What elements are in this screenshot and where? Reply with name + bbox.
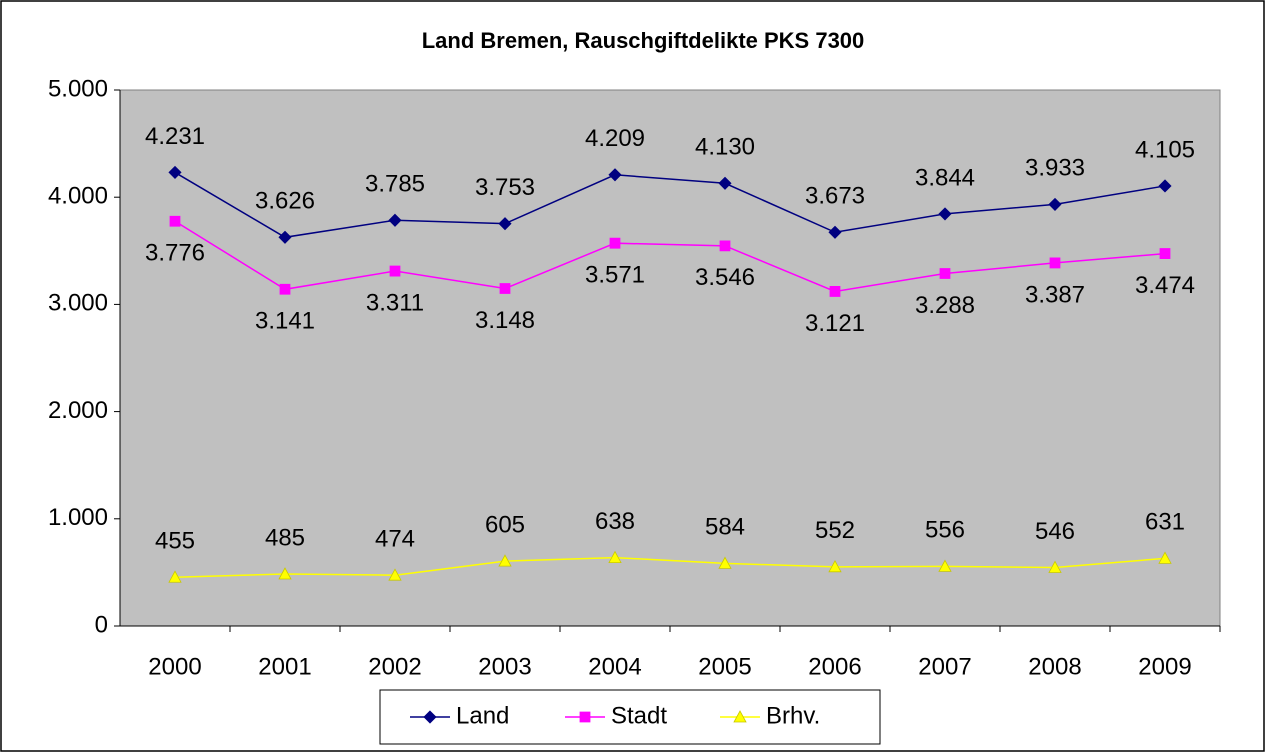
- marker: [1048, 197, 1062, 211]
- data-label: 3.148: [475, 307, 535, 334]
- data-label: 4.105: [1135, 136, 1195, 163]
- marker: [1048, 560, 1062, 573]
- legend: [379, 689, 881, 745]
- y-tick-label: 3.000: [48, 290, 108, 317]
- data-label: 3.753: [475, 174, 535, 201]
- data-label: 638: [595, 508, 635, 535]
- data-label: 3.121: [805, 310, 865, 337]
- marker: [718, 176, 732, 190]
- data-label: 3.844: [915, 164, 975, 191]
- marker: [829, 286, 841, 297]
- data-label: 4.231: [145, 123, 205, 150]
- series-line: [174, 220, 1166, 293]
- x-tick-label: 2009: [1138, 653, 1191, 680]
- legend-label: Stadt: [611, 702, 667, 729]
- chart-title: Land Bremen, Rauschgiftdelikte PKS 7300: [422, 28, 865, 53]
- series-line: [174, 171, 1166, 239]
- marker: [828, 559, 842, 573]
- legend-label: Land: [456, 702, 509, 729]
- marker: [278, 567, 292, 580]
- y-tick-label: 5.000: [48, 75, 108, 102]
- x-tick-label: 2001: [258, 653, 311, 680]
- data-label: 3.933: [1025, 155, 1085, 182]
- marker: [388, 568, 402, 581]
- data-label: 3.571: [585, 262, 645, 289]
- x-tick-label: 2005: [698, 653, 751, 680]
- data-label: 3.311: [366, 289, 424, 316]
- data-label: 3.474: [1135, 272, 1195, 299]
- marker: [278, 230, 292, 244]
- marker: [1158, 551, 1172, 564]
- data-label: 631: [1145, 509, 1185, 536]
- data-label: 3.546: [695, 264, 755, 291]
- y-tick-label: 4.000: [48, 183, 108, 210]
- marker: [939, 268, 951, 279]
- marker: [388, 213, 402, 227]
- marker: [389, 265, 401, 277]
- marker: [719, 240, 731, 252]
- x-tick-label: 2000: [148, 653, 201, 680]
- marker: [579, 711, 591, 723]
- marker: [608, 168, 622, 182]
- data-label: 546: [1035, 518, 1075, 545]
- marker: [1158, 179, 1172, 193]
- data-label: 474: [375, 526, 415, 553]
- data-label: 605: [485, 511, 525, 538]
- x-tick-label: 2008: [1028, 653, 1081, 680]
- data-label: 3.776: [145, 240, 205, 267]
- marker: [499, 283, 511, 294]
- marker: [828, 225, 842, 239]
- data-label: 4.209: [585, 125, 645, 152]
- marker: [423, 710, 437, 724]
- marker: [1159, 248, 1171, 259]
- marker: [938, 207, 952, 221]
- legend-label: Brhv.: [766, 702, 820, 729]
- data-label: 552: [815, 517, 855, 544]
- marker: [168, 165, 182, 180]
- marker: [1049, 257, 1061, 269]
- marker: [609, 237, 621, 249]
- marker: [498, 217, 512, 231]
- data-label: 3.387: [1025, 281, 1085, 308]
- data-label: 3.141: [255, 308, 315, 335]
- data-label: 556: [925, 517, 965, 544]
- data-label: 3.673: [805, 183, 865, 210]
- data-label: 4.130: [695, 134, 755, 161]
- marker: [168, 570, 182, 583]
- marker: [938, 559, 952, 572]
- x-tick-label: 2007: [918, 653, 971, 680]
- marker: [279, 283, 291, 295]
- x-tick-label: 2006: [808, 653, 861, 680]
- x-tick-label: 2002: [368, 653, 421, 680]
- x-tick-label: 2004: [588, 653, 641, 680]
- data-label: 3.288: [915, 292, 975, 319]
- y-tick-label: 2.000: [48, 397, 108, 424]
- y-tick-label: 0: [95, 611, 108, 638]
- data-label: 485: [265, 524, 305, 551]
- data-label: 455: [155, 528, 195, 555]
- marker: [718, 556, 732, 569]
- marker: [608, 550, 622, 564]
- marker: [498, 554, 512, 567]
- data-label: 3.785: [365, 171, 425, 198]
- series-line: [174, 556, 1166, 578]
- marker: [169, 215, 181, 227]
- x-tick-label: 2003: [478, 653, 531, 680]
- data-label: 3.626: [255, 188, 315, 215]
- y-tick-label: 1.000: [48, 504, 108, 531]
- marker: [733, 710, 747, 723]
- data-label: 584: [705, 514, 745, 541]
